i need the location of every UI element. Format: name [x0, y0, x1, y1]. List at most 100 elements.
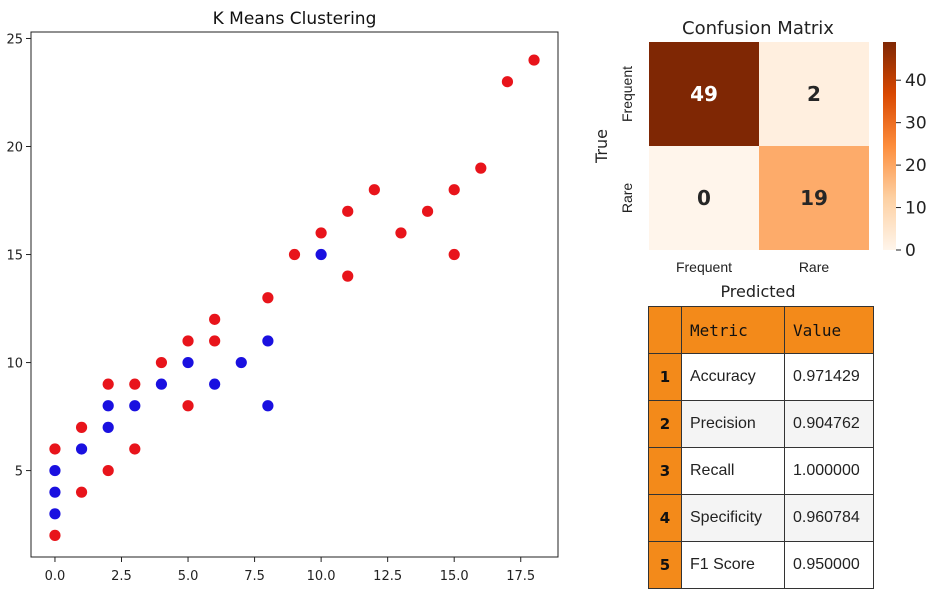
- metric-value: 0.904762: [784, 400, 874, 448]
- row-index: 2: [648, 400, 682, 448]
- table-row: 1 Accuracy 0.971429: [648, 353, 874, 401]
- scatter-title: K Means Clustering: [213, 9, 377, 29]
- kmeans-scatter-chart: K Means Clustering 0.0 2.5 5.0 7.5 10.0 12.5 1…: [6, 9, 559, 584]
- red-cluster-point: [368, 184, 380, 196]
- metric-name: Accuracy: [681, 353, 785, 401]
- red-cluster-point: [102, 378, 114, 390]
- value-column-header: Value: [784, 306, 874, 354]
- red-cluster-point: [209, 313, 221, 325]
- red-cluster-point: [448, 184, 460, 196]
- x-tick-label: 2.5: [111, 569, 132, 584]
- metric-name: Recall: [681, 447, 785, 495]
- blue-cluster-point: [49, 508, 61, 520]
- cm-x-tick-label: Rare: [799, 259, 830, 275]
- cm-cell: [649, 146, 759, 250]
- y-tick-label: 20: [6, 141, 23, 156]
- red-cluster-point: [262, 292, 274, 304]
- index-header-cell: [648, 306, 682, 354]
- metric-column-header: Metric: [681, 306, 785, 354]
- cm-x-axis-label: Predicted: [720, 282, 795, 301]
- red-cluster-point: [49, 529, 61, 541]
- cm-title: Confusion Matrix: [682, 18, 834, 39]
- metric-name: F1 Score: [681, 541, 785, 589]
- red-cluster-point: [475, 162, 487, 174]
- blue-cluster-point: [49, 464, 61, 477]
- table-row: 5 F1 Score 0.950000: [648, 541, 874, 589]
- x-tick-label: 0.0: [45, 569, 66, 584]
- row-index: 3: [648, 447, 682, 495]
- table-row: 3 Recall 1.000000: [648, 447, 874, 495]
- colorbar-tick-label: 40: [905, 71, 927, 91]
- metrics-table: Metric Value 1 Accuracy 0.971429 2 Preci…: [648, 306, 874, 589]
- blue-cluster-point: [262, 400, 274, 412]
- y-tick-label: 5: [15, 465, 23, 480]
- row-index: 4: [648, 494, 682, 542]
- table-row: 4 Specificity 0.960784: [648, 494, 874, 542]
- metric-value: 1.000000: [784, 447, 874, 495]
- y-tick-label: 10: [6, 357, 23, 372]
- blue-cluster-point: [262, 335, 274, 347]
- row-index: 1: [648, 353, 682, 401]
- red-cluster-point: [448, 248, 460, 261]
- colorbar: [883, 42, 896, 250]
- x-tick-label: 17.5: [506, 569, 535, 584]
- colorbar-tick-label: 30: [905, 114, 927, 134]
- red-cluster-point: [421, 205, 434, 217]
- table-row: 2 Precision 0.904762: [648, 400, 874, 448]
- red-cluster-point: [155, 356, 168, 369]
- cm-cell: [759, 146, 869, 250]
- metric-name: Precision: [681, 400, 785, 448]
- red-cluster-point: [342, 270, 354, 282]
- x-tick-label: 5.0: [178, 569, 199, 584]
- cm-x-tick-label: Frequent: [676, 259, 732, 275]
- blue-cluster-point: [75, 443, 88, 455]
- blue-cluster-point: [209, 378, 221, 390]
- cm-cell-value: 0: [697, 186, 711, 210]
- y-tick-label: 15: [6, 249, 23, 264]
- x-tick-label: 10.0: [307, 569, 336, 584]
- blue-cluster-point: [155, 378, 168, 390]
- y-tick-label: 25: [6, 32, 23, 47]
- colorbar-tick-label: 20: [905, 156, 927, 176]
- red-cluster-point: [315, 227, 327, 239]
- cm-cell-value: 49: [690, 82, 718, 106]
- red-cluster-point: [182, 335, 194, 347]
- blue-cluster-point: [315, 248, 327, 261]
- x-tick-label: 15.0: [440, 569, 469, 584]
- red-cluster-point: [395, 227, 407, 239]
- row-index: 5: [648, 541, 682, 589]
- red-cluster-point: [182, 400, 194, 412]
- blue-cluster-point: [182, 356, 194, 369]
- blue-cluster-point: [49, 486, 61, 498]
- colorbar-tick-label: 10: [905, 199, 927, 219]
- red-cluster-point: [129, 378, 141, 390]
- metric-value: 0.971429: [784, 353, 874, 401]
- cm-cell: [759, 42, 869, 146]
- red-cluster-point: [49, 443, 61, 455]
- colorbar-tick-label: 0: [905, 241, 916, 261]
- blue-cluster-point: [235, 356, 247, 369]
- x-tick-label: 7.5: [244, 569, 265, 584]
- red-cluster-point: [288, 248, 301, 261]
- red-cluster-point: [75, 486, 88, 498]
- red-cluster-point: [528, 54, 540, 66]
- cm-cell-value: 19: [800, 186, 828, 210]
- red-cluster-point: [102, 464, 114, 477]
- metric-value: 0.950000: [784, 541, 874, 589]
- table-header-row: Metric Value: [648, 306, 874, 354]
- blue-cluster-point: [102, 400, 114, 412]
- red-cluster-point: [501, 76, 514, 88]
- cm-cell-value: 2: [807, 82, 821, 106]
- metric-value: 0.960784: [784, 494, 874, 542]
- blue-cluster-point: [102, 421, 114, 433]
- cm-y-tick-label: Frequent: [619, 66, 635, 122]
- red-cluster-point: [75, 421, 88, 433]
- red-cluster-point: [129, 443, 141, 455]
- x-tick-label: 12.5: [373, 569, 402, 584]
- red-cluster-point: [342, 205, 354, 217]
- blue-cluster-point: [129, 400, 141, 412]
- cm-y-tick-label: Rare: [619, 183, 635, 214]
- cm-cell: [649, 42, 759, 146]
- metric-name: Specificity: [681, 494, 785, 542]
